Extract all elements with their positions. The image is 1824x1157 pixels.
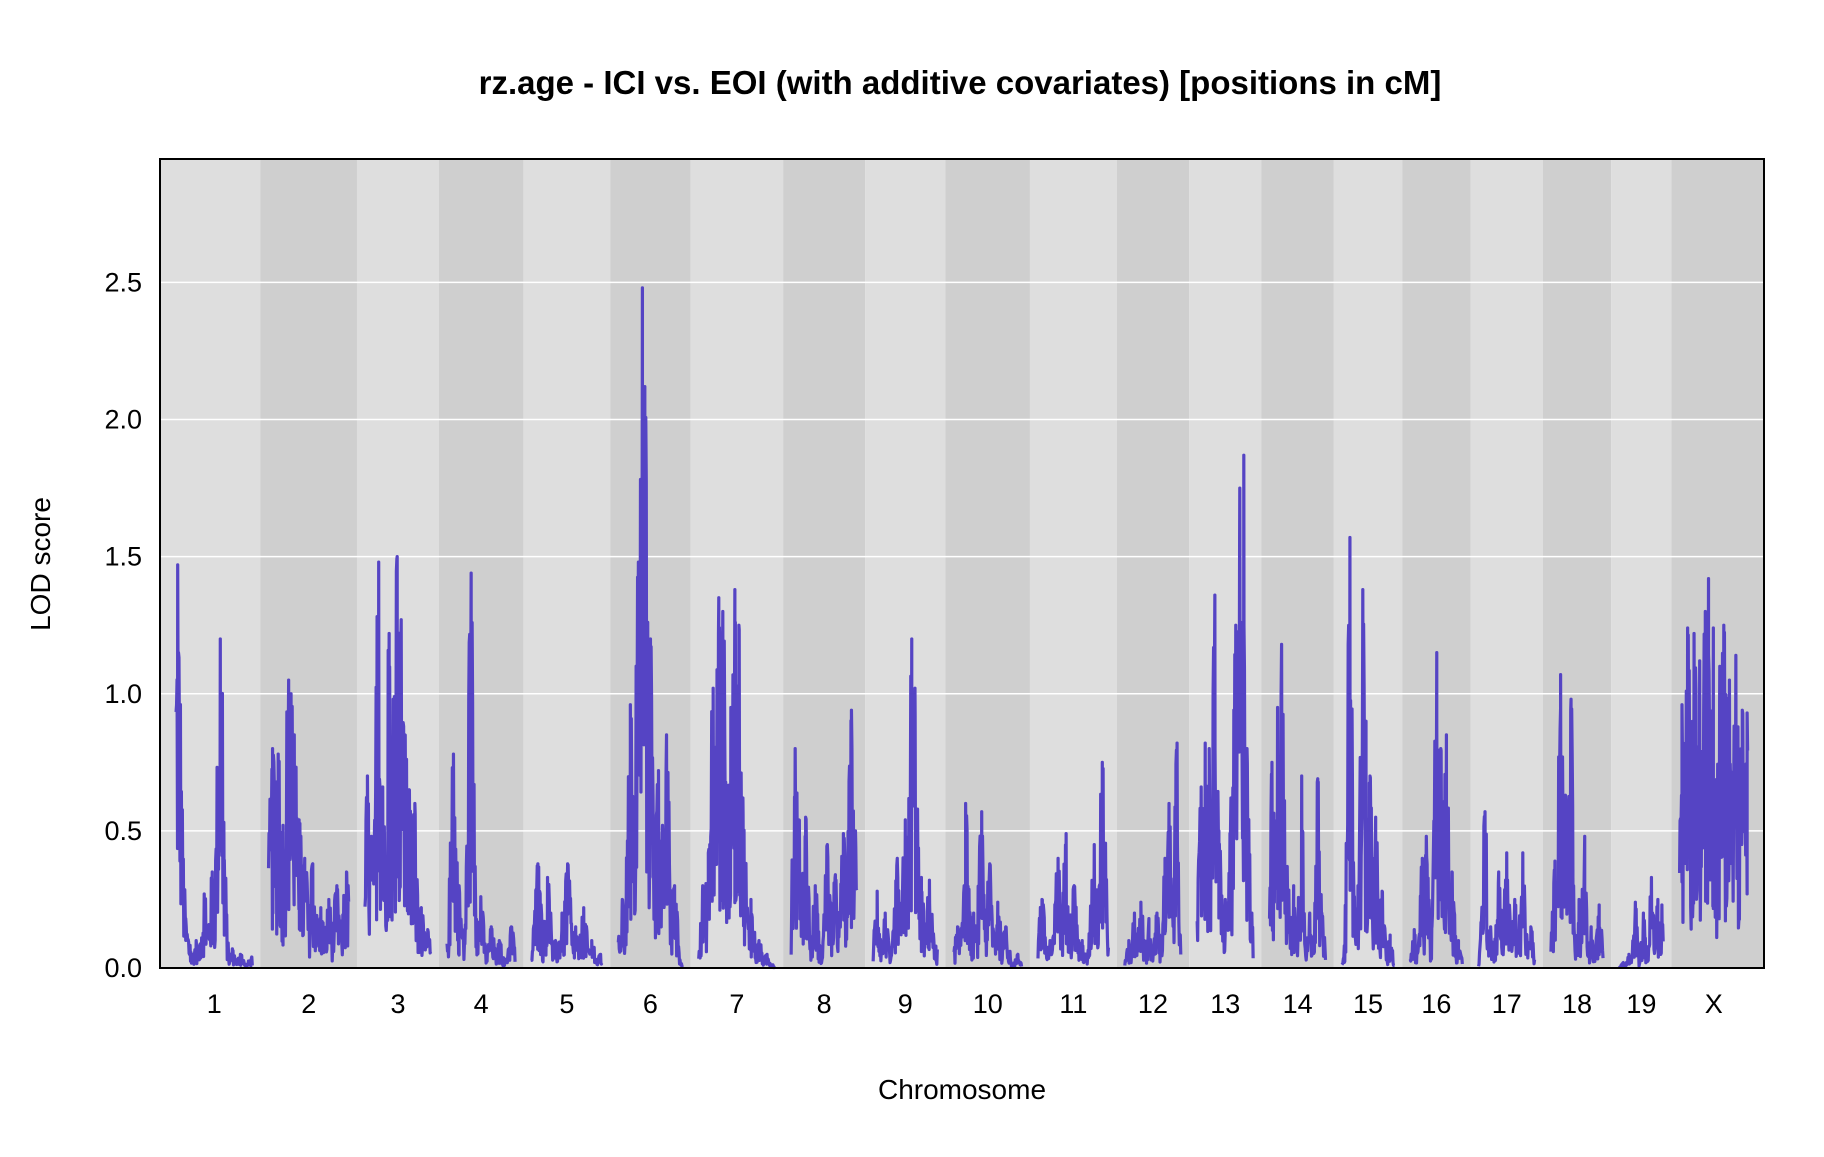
- lod-line-chr-1: [174, 563, 254, 969]
- x-tick-label-chr-5: 5: [559, 989, 574, 1019]
- lod-line-chr-8: [789, 708, 859, 966]
- chromosome-band-19: [1611, 159, 1672, 968]
- lod-line-chr-10: [952, 801, 1024, 969]
- gridlines: [160, 281, 1764, 832]
- x-tick-label-chr-10: 10: [973, 989, 1003, 1019]
- x-tick-label-chr-16: 16: [1421, 989, 1451, 1019]
- chromosome-band-1: [160, 159, 261, 968]
- lod-line-chr-15: [1340, 535, 1396, 968]
- x-tick-label-chr-18: 18: [1562, 989, 1592, 1019]
- x-tick-label-chr-17: 17: [1492, 989, 1522, 1019]
- x-tick-label-chr-12: 12: [1138, 989, 1168, 1019]
- lod-line-chr-9: [871, 637, 939, 966]
- y-tick-label: 2.0: [104, 405, 142, 435]
- lod-line-chr-3: [363, 555, 433, 957]
- plot-frame: [159, 158, 1765, 969]
- x-tick-label-chr-15: 15: [1353, 989, 1383, 1019]
- lod-line-chr-17: [1477, 810, 1537, 967]
- x-tick-label-chr-14: 14: [1283, 989, 1313, 1019]
- lod-line-chr-4: [445, 571, 517, 968]
- chromosome-band-18: [1542, 159, 1612, 968]
- y-tick-label: 2.5: [104, 267, 142, 297]
- x-axis-ticks: 1 2 3 4 5 6 7 8 9 10 11 12 13 14 15 16 17 18 19 X: [207, 989, 1723, 1019]
- x-tick-label-chr-8: 8: [817, 989, 832, 1019]
- lod-line-chr-13: [1195, 453, 1255, 959]
- x-tick-label-chr-9: 9: [898, 989, 913, 1019]
- x-tick-label-chr-13: 13: [1210, 989, 1240, 1019]
- lod-line-chr-19: [1618, 875, 1665, 969]
- x-tick-label-chr-3: 3: [390, 989, 405, 1019]
- lod-line-chr-14: [1267, 642, 1328, 962]
- y-tick-label: 1.0: [104, 679, 142, 709]
- lod-line-chr-X: [1677, 576, 1750, 940]
- y-tick-label: 0.5: [104, 816, 142, 846]
- y-axis-ticks: 0.0 0.5 1.0 1.5 2.0 2.5: [104, 267, 142, 983]
- chromosome-band-10: [945, 159, 1030, 968]
- x-axis-title: Chromosome: [878, 1074, 1046, 1105]
- x-tick-label-chr-6: 6: [643, 989, 658, 1019]
- y-tick-label: 0.0: [104, 953, 142, 983]
- lod-line-chr-16: [1408, 651, 1464, 965]
- lod-line-chr-7: [697, 587, 777, 970]
- lod-line-chr-18: [1549, 672, 1605, 965]
- x-tick-label-chr-X: X: [1705, 989, 1723, 1019]
- lod-line-chr-6: [616, 286, 684, 968]
- x-tick-label-chr-4: 4: [474, 989, 489, 1019]
- x-tick-label-chr-11: 11: [1059, 989, 1087, 1019]
- y-tick-label: 1.5: [104, 542, 142, 572]
- y-axis-title: LOD score: [25, 497, 56, 631]
- lod-line-chr-12: [1123, 741, 1183, 966]
- chromosome-band-5: [523, 159, 611, 968]
- lod-series: [174, 286, 1750, 970]
- chromosome-band-17: [1470, 159, 1543, 968]
- x-tick-label-chr-1: 1: [207, 989, 222, 1019]
- lod-line-chr-11: [1036, 760, 1111, 966]
- x-tick-label-chr-2: 2: [301, 989, 316, 1019]
- lod-line-chr-5: [530, 862, 604, 967]
- x-tick-label-chr-19: 19: [1626, 989, 1656, 1019]
- x-tick-label-chr-7: 7: [729, 989, 744, 1019]
- chart-title: rz.age - ICI vs. EOI (with additive cova…: [479, 64, 1442, 101]
- lod-line-chr-2: [266, 678, 351, 963]
